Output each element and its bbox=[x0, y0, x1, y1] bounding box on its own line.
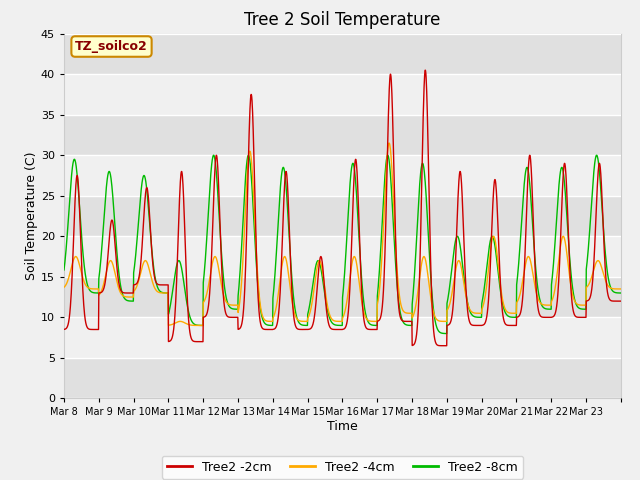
Tree2 -8cm bbox=[587, 214, 595, 219]
Tree2 -4cm bbox=[199, 323, 207, 328]
Tree2 -2cm bbox=[443, 343, 451, 348]
Line: Tree2 -4cm: Tree2 -4cm bbox=[64, 143, 621, 325]
Tree2 -8cm bbox=[262, 322, 270, 327]
Tree2 -2cm bbox=[617, 298, 625, 304]
X-axis label: Time: Time bbox=[327, 420, 358, 433]
Tree2 -4cm bbox=[584, 283, 591, 289]
Tree2 -2cm bbox=[421, 67, 429, 73]
Bar bbox=[64, 34, 621, 74]
Tree2 -4cm bbox=[202, 296, 209, 301]
Text: TZ_soilco2: TZ_soilco2 bbox=[75, 40, 148, 53]
Y-axis label: Soil Temperature (C): Soil Temperature (C) bbox=[25, 152, 38, 280]
Tree2 -4cm bbox=[353, 265, 361, 271]
Tree2 -4cm bbox=[587, 276, 595, 282]
Bar bbox=[64, 358, 621, 398]
Title: Tree 2 Soil Temperature: Tree 2 Soil Temperature bbox=[244, 11, 440, 29]
Tree2 -2cm bbox=[587, 291, 595, 297]
Tree2 -8cm bbox=[593, 152, 600, 158]
Bar bbox=[64, 115, 621, 155]
Line: Tree2 -2cm: Tree2 -2cm bbox=[64, 70, 621, 346]
Tree2 -2cm bbox=[241, 291, 248, 297]
Tree2 -4cm bbox=[385, 140, 393, 146]
Tree2 -4cm bbox=[262, 318, 270, 324]
Tree2 -8cm bbox=[201, 261, 209, 266]
Tree2 -8cm bbox=[353, 200, 361, 206]
Tree2 -2cm bbox=[60, 326, 68, 332]
Tree2 -4cm bbox=[60, 284, 68, 290]
Tree2 -4cm bbox=[617, 286, 625, 292]
Bar bbox=[64, 196, 621, 236]
Line: Tree2 -8cm: Tree2 -8cm bbox=[64, 155, 621, 334]
Tree2 -8cm bbox=[617, 290, 625, 296]
Tree2 -2cm bbox=[201, 314, 209, 320]
Tree2 -2cm bbox=[584, 298, 591, 303]
Tree2 -8cm bbox=[584, 256, 591, 262]
Tree2 -2cm bbox=[262, 326, 270, 332]
Tree2 -8cm bbox=[443, 331, 451, 336]
Tree2 -4cm bbox=[241, 220, 248, 226]
Legend: Tree2 -2cm, Tree2 -4cm, Tree2 -8cm: Tree2 -2cm, Tree2 -4cm, Tree2 -8cm bbox=[162, 456, 523, 479]
Tree2 -8cm bbox=[241, 191, 248, 197]
Bar bbox=[64, 277, 621, 317]
Tree2 -2cm bbox=[353, 169, 361, 175]
Tree2 -8cm bbox=[60, 267, 68, 273]
